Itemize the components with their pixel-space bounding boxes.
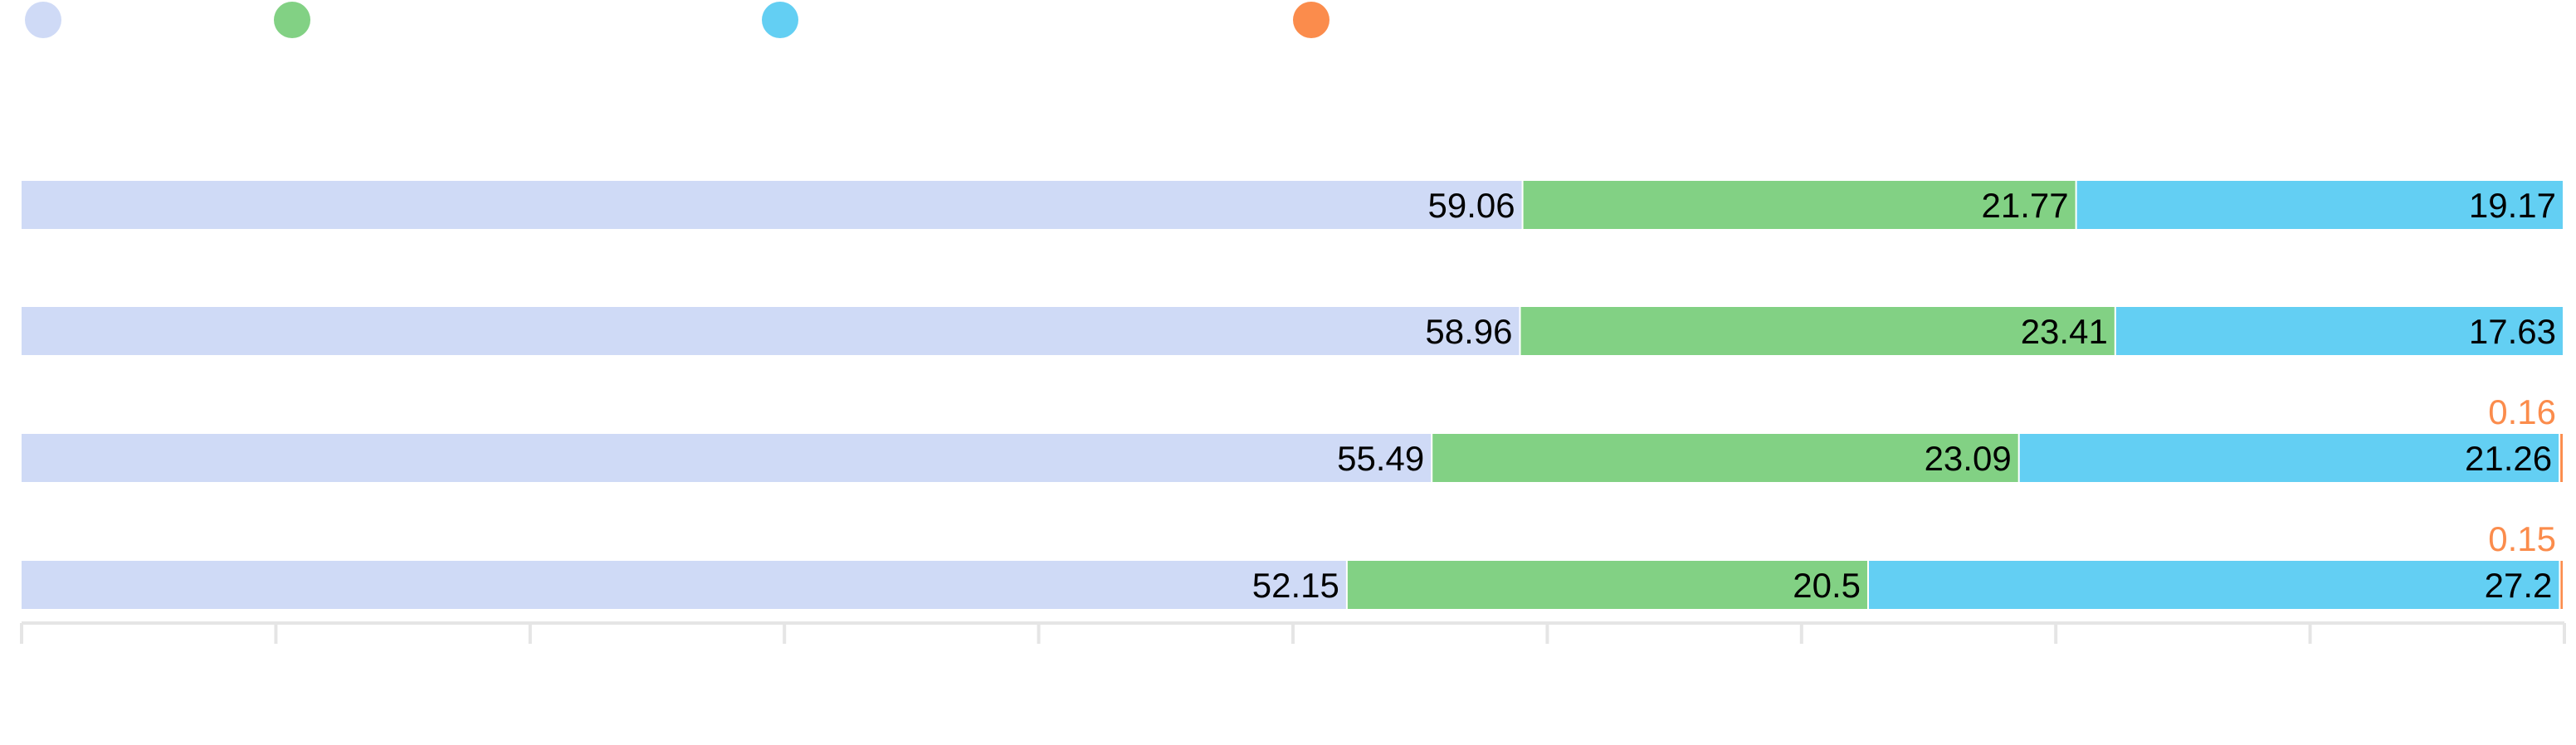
data-label-3-0: 52.15 bbox=[1252, 566, 1339, 605]
data-label-1-2: 17.63 bbox=[2469, 312, 2556, 351]
data-label-1-0: 58.96 bbox=[1425, 312, 1512, 351]
data-label-2-2: 21.26 bbox=[2465, 439, 2552, 478]
data-label-3-1: 20.5 bbox=[1793, 566, 1861, 605]
bar-segment-0-2 bbox=[2076, 181, 2563, 229]
bar-segment-0-1 bbox=[1523, 181, 2076, 229]
data-label-2-1: 23.09 bbox=[1925, 439, 2012, 478]
bar-segment-3-0 bbox=[22, 561, 1346, 609]
legend-marker-2 bbox=[762, 2, 798, 38]
data-label-0-2: 19.17 bbox=[2469, 186, 2556, 225]
data-label-2-0: 55.49 bbox=[1337, 439, 1424, 478]
bar-segment-2-0 bbox=[22, 434, 1432, 482]
bar-segment-2-3 bbox=[2560, 434, 2563, 482]
legend-marker-3 bbox=[1293, 2, 1329, 38]
data-label-2-3: 0.16 bbox=[2488, 392, 2556, 431]
data-label-0-1: 21.77 bbox=[1982, 186, 2069, 225]
bar-segment-2-1 bbox=[1432, 434, 2018, 482]
bar-segment-3-1 bbox=[1347, 561, 1867, 609]
bar-segment-0-0 bbox=[22, 181, 1522, 229]
bar-segment-3-3 bbox=[2560, 561, 2563, 609]
bar-segment-1-1 bbox=[1520, 307, 2115, 355]
data-label-0-0: 59.06 bbox=[1427, 186, 1515, 225]
data-label-3-3: 0.15 bbox=[2488, 519, 2556, 558]
bar-segment-1-2 bbox=[2115, 307, 2563, 355]
data-label-3-2: 27.2 bbox=[2485, 566, 2553, 605]
legend-marker-0 bbox=[25, 2, 61, 38]
bar-segment-3-2 bbox=[1868, 561, 2559, 609]
bar-segment-2-2 bbox=[2019, 434, 2559, 482]
legend-marker-1 bbox=[274, 2, 310, 38]
data-label-1-1: 23.41 bbox=[2021, 312, 2108, 351]
bar-segment-1-0 bbox=[22, 307, 1520, 355]
